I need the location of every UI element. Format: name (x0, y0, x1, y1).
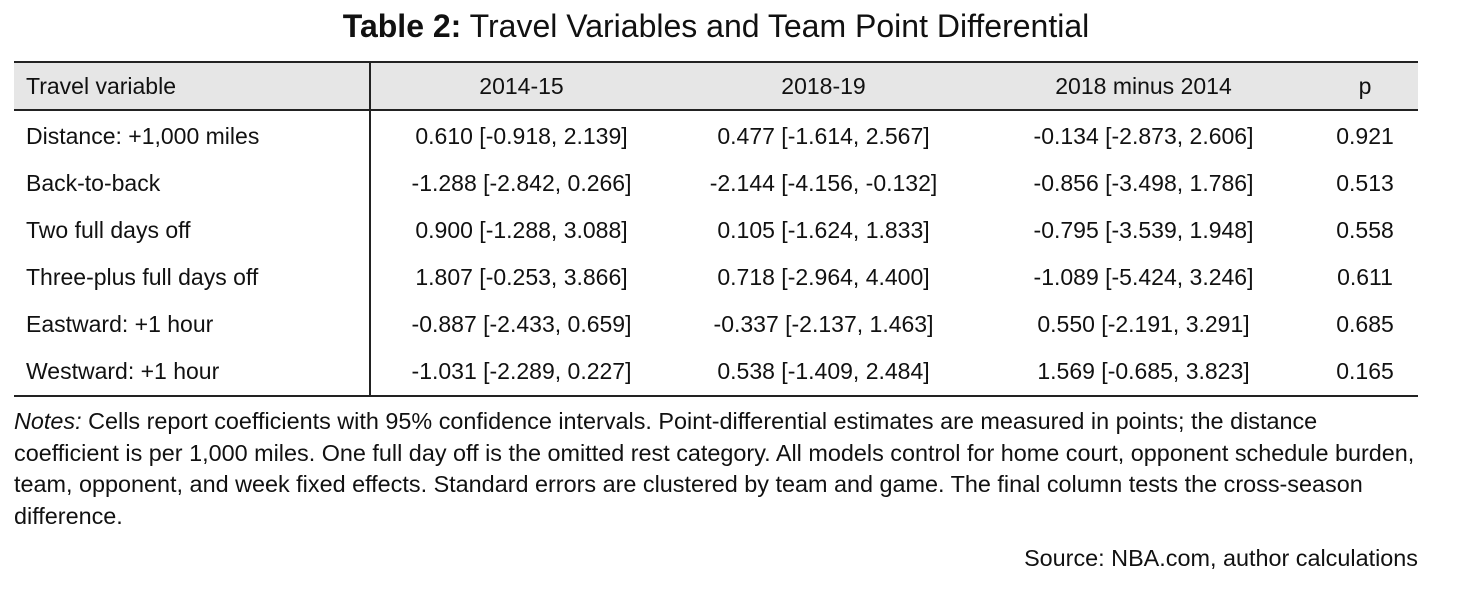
cell-2018-19: 0.718 [-2.964, 4.400] (717, 264, 930, 290)
row-label: Eastward: +1 hour (14, 301, 371, 348)
cell-difference: 1.569 [-0.685, 3.823] (1037, 358, 1250, 384)
column-header-difference: 2018 minus 2014 (975, 62, 1312, 111)
column-header-travel-variable: Travel variable (14, 62, 371, 111)
table-title: Table 2: Travel Variables and Team Point… (14, 6, 1418, 46)
table-row: Eastward: +1 hour -0.887 [-2.433, 0.659]… (14, 301, 1418, 348)
notes-label: Notes: (14, 408, 82, 434)
table-row: Back-to-back -1.288 [-2.842, 0.266] -2.1… (14, 160, 1418, 207)
cell-2014-15: -0.887 [-2.433, 0.659] (411, 311, 632, 337)
cell-p: 0.921 (1336, 123, 1394, 149)
cell-p: 0.685 (1336, 311, 1394, 337)
cell-difference: -0.795 [-3.539, 1.948] (1033, 217, 1254, 243)
column-header-p: p (1312, 62, 1418, 111)
table-row: Distance: +1,000 miles 0.610 [-0.918, 2.… (14, 110, 1418, 160)
cell-difference: -0.134 [-2.873, 2.606] (1033, 123, 1254, 149)
cell-2014-15: -1.031 [-2.289, 0.227] (411, 358, 632, 384)
row-label: Three-plus full days off (14, 254, 371, 301)
cell-difference: -1.089 [-5.424, 3.246] (1033, 264, 1254, 290)
table-row: Two full days off 0.900 [-1.288, 3.088] … (14, 207, 1418, 254)
cell-2014-15: -1.288 [-2.842, 0.266] (411, 170, 632, 196)
table-notes: Notes: Cells report coefficients with 95… (14, 406, 1424, 532)
cell-2014-15: 1.807 [-0.253, 3.866] (415, 264, 628, 290)
table-row: Three-plus full days off 1.807 [-0.253, … (14, 254, 1418, 301)
row-label: Back-to-back (14, 160, 371, 207)
table-row: Westward: +1 hour -1.031 [-2.289, 0.227]… (14, 348, 1418, 396)
header-row: Travel variable 2014-15 2018-19 2018 min… (14, 62, 1418, 111)
row-label: Westward: +1 hour (14, 348, 371, 396)
table-title-label: Table 2: (342, 8, 462, 44)
cell-2014-15: 0.610 [-0.918, 2.139] (415, 123, 628, 149)
cell-2018-19: 0.105 [-1.624, 1.833] (717, 217, 930, 243)
cell-p: 0.558 (1336, 217, 1394, 243)
results-table: Travel variable 2014-15 2018-19 2018 min… (14, 61, 1418, 397)
cell-2018-19: 0.477 [-1.614, 2.567] (717, 123, 930, 149)
row-label: Two full days off (14, 207, 371, 254)
cell-difference: 0.550 [-2.191, 3.291] (1037, 311, 1250, 337)
row-label: Distance: +1,000 miles (14, 110, 371, 160)
notes-text: Cells report coefficients with 95% confi… (14, 408, 1415, 529)
column-header-2018-19: 2018-19 (672, 62, 975, 111)
cell-p: 0.165 (1336, 358, 1394, 384)
cell-2018-19: -0.337 [-2.137, 1.463] (713, 311, 934, 337)
source-note: Source: NBA.com, author calculations (1024, 545, 1418, 571)
column-header-2014-15: 2014-15 (370, 62, 672, 111)
table-title-text: Travel Variables and Team Point Differen… (469, 8, 1090, 44)
cell-2018-19: 0.538 [-1.409, 2.484] (717, 358, 930, 384)
cell-difference: -0.856 [-3.498, 1.786] (1033, 170, 1254, 196)
cell-2014-15: 0.900 [-1.288, 3.088] (415, 217, 628, 243)
cell-p: 0.611 (1337, 264, 1393, 290)
cell-p: 0.513 (1336, 170, 1394, 196)
cell-2018-19: -2.144 [-4.156, -0.132] (709, 170, 938, 196)
